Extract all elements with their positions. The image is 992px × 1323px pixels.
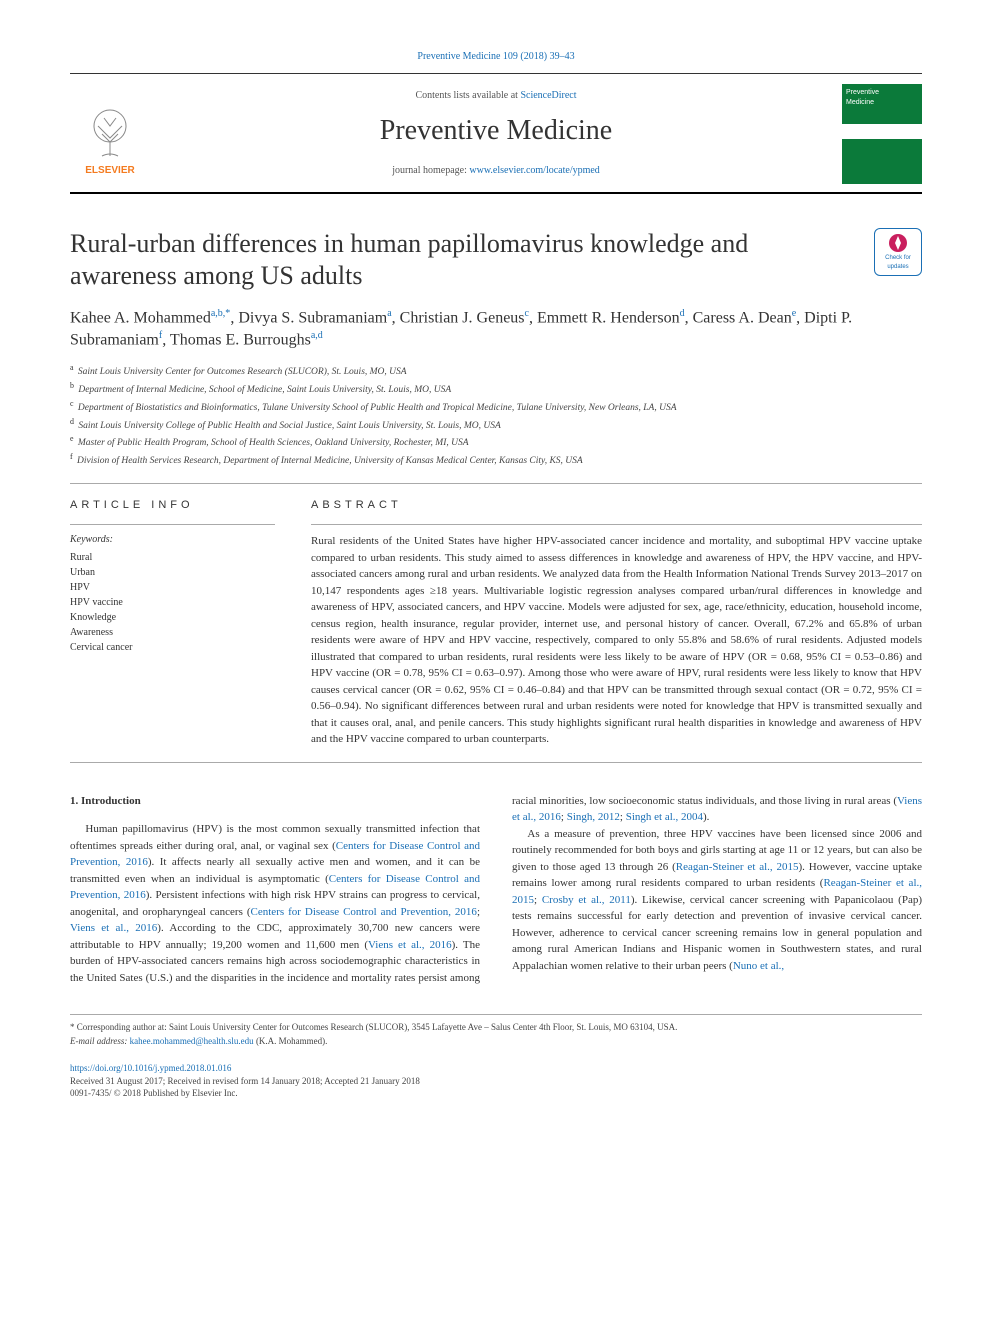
intro-para-2: As a measure of prevention, three HPV va… <box>512 826 922 975</box>
top-citation-link[interactable]: Preventive Medicine 109 (2018) 39–43 <box>417 51 574 62</box>
rule-above-abstract <box>70 483 922 484</box>
abstract-row: ARTICLE INFO Keywords: RuralUrbanHPVHPV … <box>70 498 922 747</box>
top-citation: Preventive Medicine 109 (2018) 39–43 <box>70 50 922 65</box>
check-updates-icon <box>887 232 909 254</box>
abstract-heading: ABSTRACT <box>311 498 922 514</box>
corresponding-author-footnote: * Corresponding author at: Saint Louis U… <box>70 1014 922 1048</box>
abstract-text: Rural residents of the United States hav… <box>311 533 922 748</box>
affiliation: d Saint Louis University College of Publ… <box>70 416 922 434</box>
intro-heading: 1. Introduction <box>70 793 480 810</box>
elsevier-wordmark: ELSEVIER <box>85 164 134 179</box>
homepage-line: journal homepage: www.elsevier.com/locat… <box>170 164 822 179</box>
masthead: ELSEVIER Contents lists available at Sci… <box>70 73 922 194</box>
affiliation: b Department of Internal Medicine, Schoo… <box>70 380 922 398</box>
received-dates: Received 31 August 2017; Received in rev… <box>70 1076 420 1086</box>
ref-link[interactable]: Centers for Disease Control and Preventi… <box>251 906 477 918</box>
sciencedirect-link[interactable]: ScienceDirect <box>520 90 576 101</box>
page: Preventive Medicine 109 (2018) 39–43 ELS… <box>0 0 992 1140</box>
doi-block: https://doi.org/10.1016/j.ypmed.2018.01.… <box>70 1062 922 1100</box>
keywords-list: RuralUrbanHPVHPV vaccineKnowledgeAwarene… <box>70 550 275 655</box>
elsevier-tree-icon <box>80 104 140 164</box>
masthead-center: Contents lists available at ScienceDirec… <box>170 89 822 179</box>
ref-link[interactable]: Crosby et al., 2011 <box>542 894 631 906</box>
journal-name: Preventive Medicine <box>170 111 822 152</box>
copyright-line: 0091-7435/ © 2018 Published by Elsevier … <box>70 1088 238 1098</box>
doi-link[interactable]: https://doi.org/10.1016/j.ypmed.2018.01.… <box>70 1063 231 1073</box>
homepage-link[interactable]: www.elsevier.com/locate/ypmed <box>469 165 599 176</box>
corresponding-email-link[interactable]: kahee.mohammed@health.slu.edu <box>130 1036 254 1046</box>
homepage-prefix: journal homepage: <box>392 165 469 176</box>
rule-below-abstract <box>70 762 922 763</box>
authors: Kahee A. Mohammeda,b,*, Divya S. Subrama… <box>70 307 922 352</box>
keyword: Knowledge <box>70 610 275 625</box>
introduction-section: 1. Introduction Human papillomavirus (HP… <box>70 793 922 987</box>
keyword: Awareness <box>70 625 275 640</box>
article-info-col: ARTICLE INFO Keywords: RuralUrbanHPVHPV … <box>70 498 275 747</box>
affiliations: a Saint Louis University Center for Outc… <box>70 362 922 469</box>
contents-prefix: Contents lists available at <box>415 90 520 101</box>
keyword: Urban <box>70 565 275 580</box>
journal-cover-thumb: PreventiveMedicine <box>842 84 922 184</box>
email-label: E-mail address: <box>70 1036 130 1046</box>
email-suffix: (K.A. Mohammed). <box>254 1036 328 1046</box>
article-title: Rural-urban differences in human papillo… <box>70 228 860 293</box>
affiliation: a Saint Louis University Center for Outc… <box>70 362 922 380</box>
article-info-heading: ARTICLE INFO <box>70 498 275 514</box>
abstract-rule <box>311 524 922 525</box>
keywords-label: Keywords: <box>70 533 275 548</box>
elsevier-logo: ELSEVIER <box>70 89 150 179</box>
keyword: Cervical cancer <box>70 640 275 655</box>
affiliation: c Department of Biostatistics and Bioinf… <box>70 398 922 416</box>
footnote-text: Corresponding author at: Saint Louis Uni… <box>75 1022 678 1032</box>
abstract-col: ABSTRACT Rural residents of the United S… <box>311 498 922 747</box>
affiliation: f Division of Health Services Research, … <box>70 451 922 469</box>
affiliation: e Master of Public Health Program, Schoo… <box>70 433 922 451</box>
check-updates-badge[interactable]: Check for updates <box>874 228 922 276</box>
article-title-row: Rural-urban differences in human papillo… <box>70 228 922 293</box>
ref-link[interactable]: Singh, 2012 <box>567 811 620 823</box>
keyword: Rural <box>70 550 275 565</box>
ref-link[interactable]: Viens et al., 2016 <box>70 922 157 934</box>
keyword: HPV vaccine <box>70 595 275 610</box>
article-info-rule <box>70 524 275 525</box>
contents-line: Contents lists available at ScienceDirec… <box>170 89 822 104</box>
ref-link[interactable]: Singh et al., 2004 <box>626 811 703 823</box>
body-columns: 1. Introduction Human papillomavirus (HP… <box>70 793 922 987</box>
ref-link[interactable]: Viens et al., 2016 <box>368 939 452 951</box>
ref-link[interactable]: Nuno et al., <box>733 960 784 972</box>
ref-link[interactable]: Reagan-Steiner et al., 2015 <box>676 861 799 873</box>
keyword: HPV <box>70 580 275 595</box>
